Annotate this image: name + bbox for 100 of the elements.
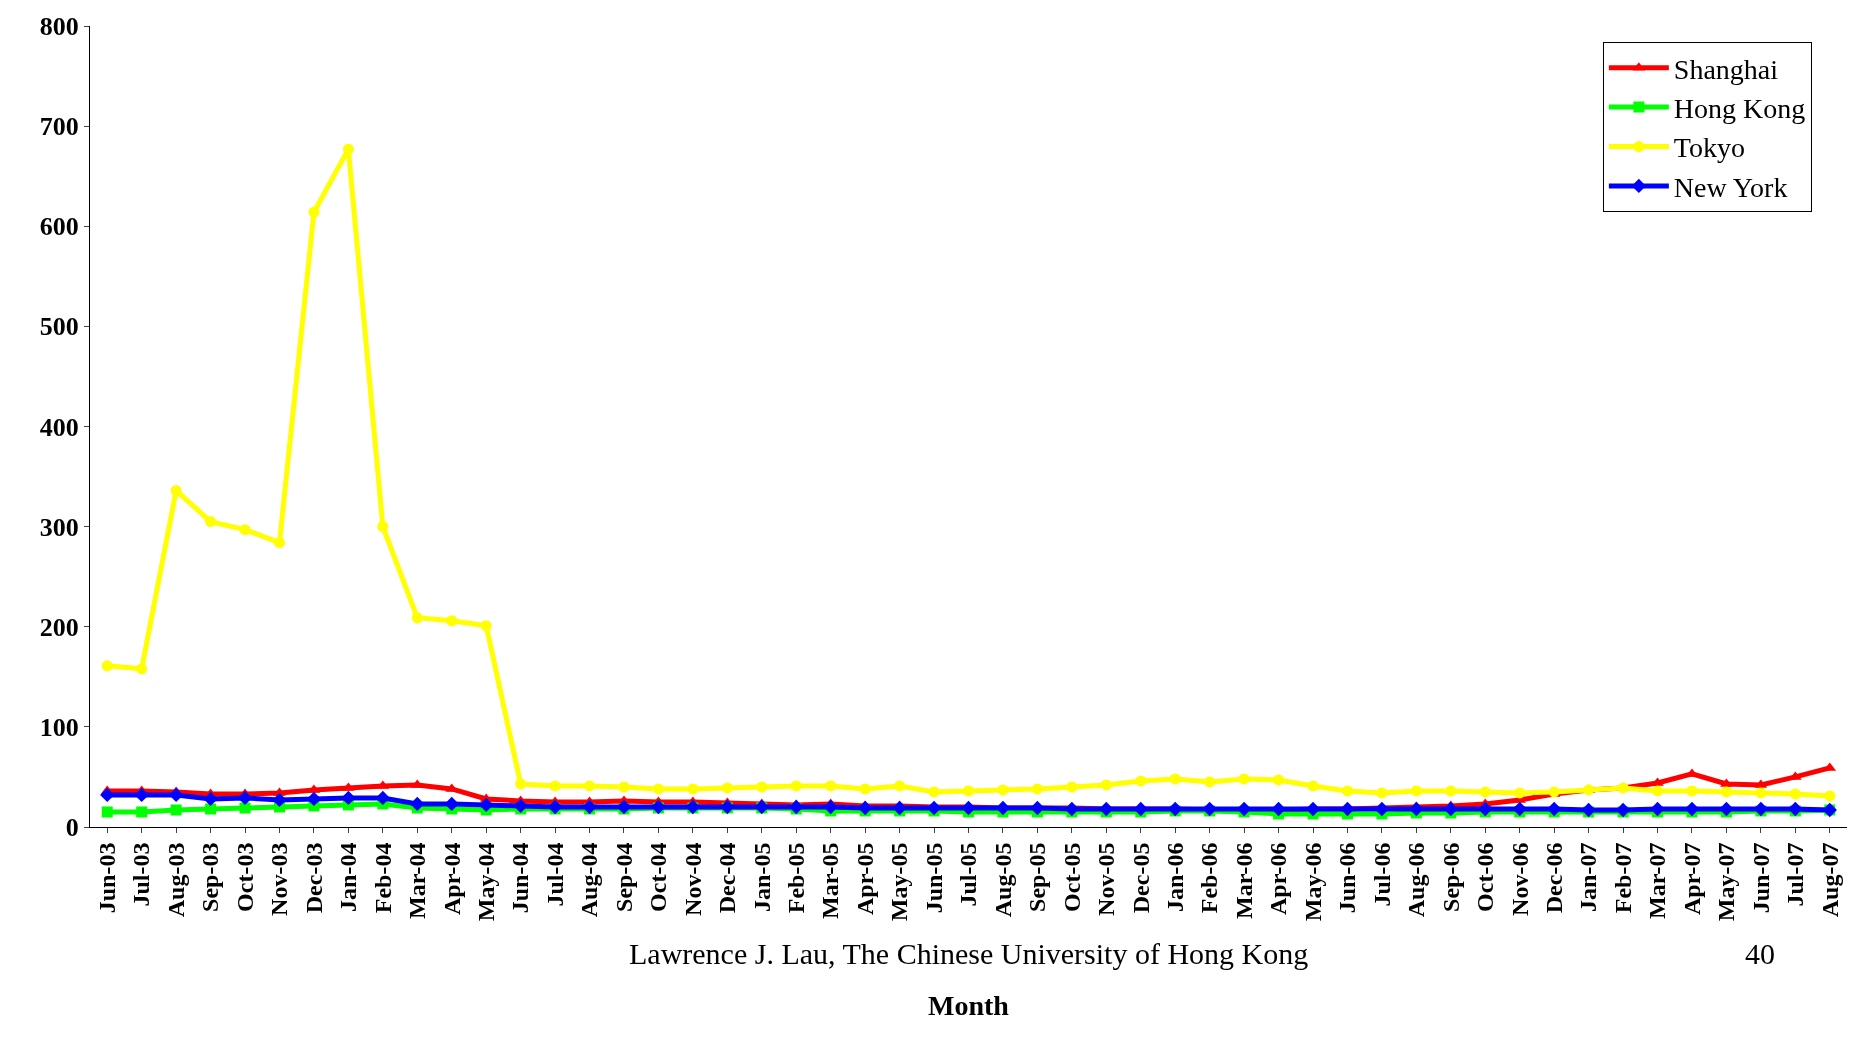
- point: [1273, 774, 1285, 786]
- point: [1238, 773, 1250, 785]
- point: [239, 802, 251, 814]
- x-tick-label: Feb-06: [1196, 842, 1223, 914]
- point: [205, 516, 217, 528]
- x-tick-label: May-04: [472, 842, 499, 922]
- x-tick-label: Feb-04: [369, 842, 396, 914]
- point: [515, 778, 527, 790]
- point: [170, 804, 182, 816]
- x-tick-label: Aug-06: [1403, 842, 1430, 918]
- x-axis-title: Month: [928, 990, 1010, 1022]
- x-tick-label: Feb-05: [783, 842, 810, 914]
- x-tick-label: Nov-04: [679, 842, 706, 916]
- y-tick-label: 300: [39, 512, 79, 542]
- x-tick-label: May-06: [1299, 842, 1326, 922]
- point: [1514, 787, 1526, 799]
- point: [272, 792, 287, 808]
- x-tick-label: Dec-06: [1540, 842, 1567, 914]
- point: [375, 790, 390, 806]
- point: [136, 806, 148, 818]
- legend-label: Shanghai: [1673, 53, 1779, 85]
- point: [892, 800, 907, 816]
- point: [101, 660, 113, 672]
- point: [100, 787, 115, 803]
- point: [1824, 790, 1836, 802]
- x-tick-label: Dec-04: [714, 842, 741, 914]
- point: [825, 780, 837, 792]
- point: [1100, 779, 1112, 791]
- point: [342, 143, 354, 155]
- text: 40: [1745, 937, 1775, 970]
- point: [410, 796, 425, 812]
- point: [1169, 773, 1181, 785]
- point: [308, 206, 320, 218]
- x-tick-label: Sep-05: [1024, 842, 1051, 912]
- point: [997, 784, 1009, 796]
- point: [1479, 786, 1491, 798]
- x-tick-label: Jan-07: [1575, 842, 1602, 912]
- point: [444, 796, 459, 812]
- x-tick-label: Aug-07: [1816, 842, 1843, 918]
- point: [961, 800, 976, 816]
- point: [1547, 801, 1562, 817]
- point: [1031, 783, 1043, 795]
- x-tick-label: Jun-07: [1747, 842, 1774, 914]
- point: [584, 780, 596, 792]
- point: [1443, 801, 1458, 817]
- point: [1030, 800, 1045, 816]
- point: [1652, 785, 1664, 797]
- point: [1066, 781, 1078, 793]
- point: [134, 787, 149, 803]
- x-tick-label: Mar-05: [817, 842, 844, 920]
- point: [1133, 801, 1148, 817]
- legend-label: New York: [1673, 171, 1788, 203]
- x-tick-label: Nov-03: [266, 842, 293, 916]
- point: [549, 780, 561, 792]
- point: [859, 783, 871, 795]
- x-tick-label: Aug-03: [162, 842, 189, 918]
- x-tick-label: Mar-04: [404, 842, 431, 920]
- point: [1720, 786, 1732, 798]
- point: [790, 780, 802, 792]
- point: [1719, 801, 1734, 817]
- x-tick-label: Mar-06: [1230, 842, 1257, 920]
- text: Lawrence J. Lau, The Chinese University of Hong Kong: [629, 937, 1309, 970]
- point: [1410, 785, 1422, 797]
- point: [170, 485, 182, 497]
- point: [1445, 785, 1457, 797]
- point: [203, 791, 218, 807]
- point: [1135, 775, 1147, 787]
- y-tick-label: 200: [39, 612, 79, 642]
- x-tick-label: Apr-04: [438, 842, 465, 916]
- x-tick-label: Aug-05: [989, 842, 1016, 918]
- point: [1307, 780, 1319, 792]
- legend-label: Tokyo: [1673, 132, 1746, 164]
- y-tick-label: 800: [39, 12, 79, 42]
- x-tick-label: Jun-04: [507, 842, 534, 914]
- point: [1581, 802, 1596, 818]
- point: [1789, 788, 1801, 800]
- point: [411, 612, 423, 624]
- point: [858, 800, 873, 816]
- point: [273, 537, 285, 549]
- x-tick-label: Jul-03: [128, 842, 155, 907]
- x-tick-label: May-07: [1713, 842, 1740, 922]
- point: [1271, 801, 1286, 817]
- point: [480, 620, 492, 632]
- point: [894, 780, 906, 792]
- x-tick-label: May-05: [886, 842, 913, 922]
- x-tick-label: Jun-06: [1334, 842, 1361, 914]
- x-tick-label: Jun-05: [920, 842, 947, 914]
- y-tick-label: 0: [65, 813, 79, 843]
- point: [823, 799, 838, 815]
- point: [513, 798, 528, 814]
- y-tick-label: 400: [39, 412, 79, 442]
- point: [136, 663, 148, 675]
- y-tick-label: 500: [39, 312, 79, 342]
- point: [446, 615, 458, 627]
- point: [928, 786, 940, 798]
- point: [618, 781, 630, 793]
- x-tick-label: Oct-04: [645, 842, 672, 912]
- point: [1204, 776, 1216, 788]
- point: [1755, 787, 1767, 799]
- x-tick-label: Jul-05: [955, 842, 982, 907]
